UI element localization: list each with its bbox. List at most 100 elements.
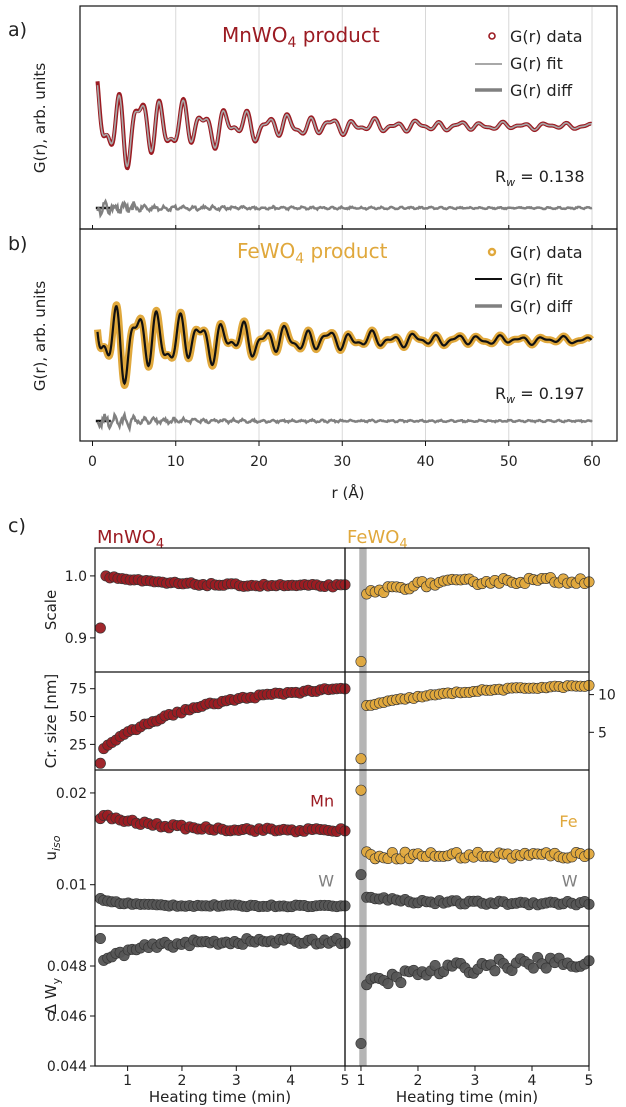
point xyxy=(540,962,552,974)
panel-b-title-rest: product xyxy=(304,239,387,263)
panel-b-ylabel: G(r), arb. units xyxy=(31,281,49,392)
panel-b-rw: Rw = 0.197 xyxy=(495,384,585,406)
panel-b-frame xyxy=(79,228,618,442)
series-right-3-0 xyxy=(355,951,595,1050)
panel-a-legend: G(r) data G(r) fit G(r) diff xyxy=(475,27,583,100)
legend-b-data-label: G(r) data xyxy=(510,243,583,262)
diff-curve xyxy=(96,198,593,219)
xtick-c-label-r-1: 1 xyxy=(357,1073,366,1089)
panel-a-title-base: MnWO xyxy=(222,23,287,47)
panel-a: a) G(r), arb. units MnWO4 product G(r) d… xyxy=(8,5,618,230)
xtick-label-50: 50 xyxy=(500,454,518,470)
ytick-label-0-1: 1.0 xyxy=(65,569,87,585)
xtick-c-label-r-5: 5 xyxy=(585,1073,594,1089)
xtick-label-30: 30 xyxy=(333,454,351,470)
panel-c-xlabel-right: Heating time (min) xyxy=(396,1088,538,1106)
ytick-label-1-2: 75 xyxy=(69,682,87,698)
xtick-c-label-l-1: 1 xyxy=(123,1073,132,1089)
xtick-c-label-l-2: 2 xyxy=(177,1073,186,1089)
legend-b-data-marker xyxy=(487,247,497,257)
legend-a-diff-label: G(r) diff xyxy=(510,81,573,100)
series-label-2-2: Fe xyxy=(559,812,577,831)
ytick-right-label-1-0: 5 xyxy=(598,725,607,741)
panel-a-label: a) xyxy=(8,19,27,41)
ytick-right-label-1-1: 10 xyxy=(598,688,616,704)
panel-c-row2-ylabel: uiso xyxy=(42,835,63,860)
point xyxy=(355,784,367,796)
data-curve xyxy=(94,301,595,389)
panel-b-curves xyxy=(94,301,595,434)
diff-curve xyxy=(96,410,593,434)
panel-c-right-frame xyxy=(344,547,590,1067)
col-title-left: MnWO4 xyxy=(97,527,164,552)
series-left-1-0 xyxy=(94,682,351,769)
ytick-label-3-2: 0.048 xyxy=(47,959,87,975)
panel-b-legend: G(r) data G(r) fit G(r) diff xyxy=(475,243,583,316)
shade-span xyxy=(359,548,367,1066)
panel-b-title: FeWO4 product xyxy=(237,239,388,267)
panel-c-left-frame xyxy=(94,547,346,1067)
legend-b-fit-label: G(r) fit xyxy=(510,270,563,289)
panel-b-label: b) xyxy=(8,233,27,255)
series-right-1-0 xyxy=(355,679,595,765)
panel-b-title-sub: 4 xyxy=(295,251,304,267)
point xyxy=(355,1038,367,1050)
panel-a-rw: Rw = 0.138 xyxy=(495,167,585,189)
fit-curve xyxy=(96,305,593,386)
panel-a-title-sub: 4 xyxy=(287,35,296,51)
ytick-label-1-1: 50 xyxy=(69,710,87,726)
legend-b-diff-label: G(r) diff xyxy=(510,297,573,316)
series-right-0-0 xyxy=(355,572,595,667)
ytick-label-2-0: 0.01 xyxy=(56,878,87,894)
series-left-2-1 xyxy=(94,892,351,913)
point xyxy=(355,753,367,765)
point xyxy=(395,977,407,989)
point xyxy=(94,932,106,944)
panel-b-xticks: 0 10 20 30 40 50 60 xyxy=(88,225,601,470)
ytick-label-0-0: 0.9 xyxy=(65,631,87,647)
legend-a-data-label: G(r) data xyxy=(510,27,583,46)
point xyxy=(489,965,501,977)
point xyxy=(355,655,367,667)
fit-curve xyxy=(96,85,592,168)
panel-b: b) G(r), arb. units FeWO4 product G(r) d… xyxy=(8,225,618,502)
panel-b-xlabel: r (Å) xyxy=(332,483,365,502)
ytick-label-3-0: 0.044 xyxy=(47,1059,87,1075)
panel-a-grid xyxy=(175,7,593,228)
xtick-label-0: 0 xyxy=(88,454,97,470)
xtick-label-20: 20 xyxy=(250,454,268,470)
series-left-0-0 xyxy=(94,570,351,634)
point xyxy=(382,978,394,990)
panel-c-content: Mn W Fe W xyxy=(94,548,595,1066)
xtick-c-label-r-3: 3 xyxy=(471,1073,480,1089)
panel-b-title-base: FeWO xyxy=(237,239,295,263)
legend-a-fit-label: G(r) fit xyxy=(510,54,563,73)
series-right-2-0 xyxy=(355,784,595,865)
ytick-label-3-1: 0.046 xyxy=(47,1009,87,1025)
panel-c-row3-ylabel: Δ Wy xyxy=(42,977,63,1014)
xtick-c-label-l-3: 3 xyxy=(232,1073,241,1089)
series-left-3-0 xyxy=(94,932,351,966)
xtick-c-label-l-5: 5 xyxy=(341,1073,350,1089)
point xyxy=(94,622,106,634)
col-title-right: FeWO4 xyxy=(347,527,408,552)
panel-a-title: MnWO4 product xyxy=(222,23,380,51)
point xyxy=(355,869,367,881)
panel-a-title-rest: product xyxy=(296,23,379,47)
xtick-label-10: 10 xyxy=(167,454,185,470)
legend-a-data-marker xyxy=(488,32,496,40)
ytick-label-2-1: 0.02 xyxy=(56,786,87,802)
xtick-c-label-l-4: 4 xyxy=(286,1073,295,1089)
xtick-label-60: 60 xyxy=(583,454,601,470)
panel-a-curves xyxy=(95,81,593,219)
panel-c-label: c) xyxy=(8,515,26,537)
panel-c-xlabel-left: Heating time (min) xyxy=(149,1088,291,1106)
panel-c-row0-ylabel: Scale xyxy=(42,590,60,630)
series-left-2-0 xyxy=(94,809,351,838)
panel-c-frames xyxy=(94,547,590,1067)
point xyxy=(94,757,106,769)
xtick-c-label-r-4: 4 xyxy=(528,1073,537,1089)
